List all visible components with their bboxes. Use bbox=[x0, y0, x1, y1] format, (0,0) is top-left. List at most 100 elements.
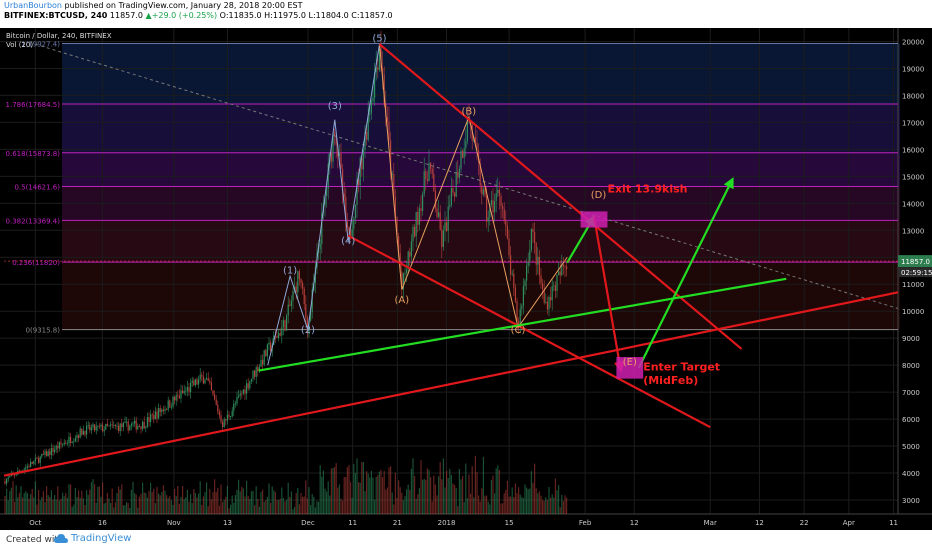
volume-bar bbox=[497, 465, 499, 514]
candle-body bbox=[306, 317, 308, 334]
footer: Created with TradingView bbox=[0, 530, 932, 550]
y-tick-label: 10000 bbox=[902, 308, 924, 316]
candle-body bbox=[70, 436, 72, 443]
volume-bar bbox=[210, 499, 212, 514]
author-link[interactable]: UrbanBourbon bbox=[4, 1, 62, 10]
candle-body bbox=[114, 425, 116, 426]
x-tick-label: 21 bbox=[393, 519, 402, 527]
candle-body bbox=[354, 204, 356, 219]
candle-body bbox=[182, 390, 184, 394]
volume-bar bbox=[422, 479, 424, 514]
volume-bar bbox=[380, 470, 382, 514]
countdown-bg bbox=[898, 267, 932, 278]
volume-bar bbox=[372, 477, 374, 514]
volume-bar bbox=[409, 489, 411, 514]
candle-body bbox=[74, 438, 76, 442]
volume-bar bbox=[311, 494, 313, 514]
volume-bar bbox=[526, 487, 528, 514]
volume-bar bbox=[199, 481, 201, 514]
volume-bar bbox=[426, 468, 428, 514]
volume-bar bbox=[246, 480, 248, 514]
volume-bar bbox=[182, 485, 184, 514]
candle-body bbox=[436, 208, 438, 217]
candle-body bbox=[239, 393, 241, 396]
long-support-line bbox=[3, 291, 899, 477]
volume-bar bbox=[98, 486, 100, 514]
candle-body bbox=[566, 266, 568, 270]
candle-body bbox=[231, 410, 233, 417]
volume-bar bbox=[300, 493, 302, 514]
candle-body bbox=[71, 441, 73, 443]
volume-bar bbox=[130, 489, 132, 514]
candle-body bbox=[185, 390, 187, 392]
volume-bar bbox=[14, 501, 16, 514]
volume-bar bbox=[186, 489, 188, 514]
candle-body bbox=[118, 425, 120, 432]
candle-body bbox=[438, 212, 440, 217]
wave-label: (5) bbox=[372, 33, 386, 44]
candle-body bbox=[212, 390, 214, 395]
volume-bar bbox=[546, 499, 548, 514]
candle-body bbox=[366, 131, 368, 140]
candle-body bbox=[414, 226, 416, 237]
chart-area[interactable]: 3000 4000 5000 6000 7000 8000 9000 10000 11000 12… bbox=[0, 28, 932, 530]
volume-bar bbox=[415, 498, 417, 514]
candle-body bbox=[394, 196, 396, 218]
volume-bar bbox=[49, 496, 51, 514]
volume-bar bbox=[433, 475, 435, 514]
candle-body bbox=[404, 273, 406, 275]
candle-body bbox=[25, 467, 27, 470]
volume-bar bbox=[522, 498, 524, 514]
candle-body bbox=[375, 67, 377, 73]
volume-bar bbox=[494, 493, 496, 514]
candle-body bbox=[542, 283, 544, 290]
volume-bar bbox=[274, 492, 276, 514]
volume-bar bbox=[310, 505, 312, 514]
candle-body bbox=[372, 97, 374, 102]
candle-body bbox=[50, 447, 52, 455]
volume-bar bbox=[65, 492, 67, 514]
volume-bar bbox=[308, 487, 310, 514]
volume-bar bbox=[545, 497, 547, 514]
candle-body bbox=[265, 350, 267, 357]
candle-body bbox=[105, 423, 107, 430]
corrective-wave-path bbox=[378, 44, 568, 329]
candle-body bbox=[198, 379, 200, 385]
fib-label: 1.786(17684.5) bbox=[6, 101, 61, 109]
volume-bar bbox=[70, 484, 72, 514]
volume-bar bbox=[514, 483, 516, 514]
volume-bar bbox=[449, 468, 451, 514]
volume-bar bbox=[90, 482, 92, 514]
volume-bar bbox=[42, 491, 44, 514]
candle-body bbox=[119, 423, 121, 432]
candle-body bbox=[132, 423, 134, 425]
volume-bar bbox=[306, 498, 308, 514]
candle-body bbox=[489, 204, 491, 218]
candle-body bbox=[257, 367, 259, 372]
cloud-icon bbox=[54, 533, 68, 543]
candle-body bbox=[364, 131, 366, 151]
volume-bar bbox=[266, 496, 268, 514]
candle-body bbox=[412, 226, 414, 242]
candle-body bbox=[457, 171, 459, 178]
volume-bar bbox=[124, 504, 126, 514]
candle-body bbox=[548, 296, 550, 310]
candle-body bbox=[447, 206, 449, 231]
wave-label: (3) bbox=[328, 101, 342, 112]
candle-body bbox=[214, 394, 216, 400]
candle-body bbox=[191, 380, 193, 383]
volume-bar bbox=[126, 502, 128, 514]
price-chart-svg[interactable]: 3000 4000 5000 6000 7000 8000 9000 10000 11000 12… bbox=[0, 28, 932, 530]
candle-body bbox=[180, 390, 182, 399]
tradingview-brand: TradingView bbox=[71, 533, 132, 544]
volume-bar bbox=[265, 500, 267, 514]
candle-body bbox=[474, 137, 476, 143]
candle-body bbox=[194, 379, 196, 386]
volume-bar bbox=[332, 467, 334, 514]
tradingview-logo[interactable]: TradingView bbox=[54, 533, 131, 544]
volume-bar bbox=[140, 493, 142, 514]
volume-bar bbox=[476, 472, 478, 514]
candle-body bbox=[57, 445, 59, 449]
volume-bar bbox=[217, 487, 219, 514]
arrow-to-e bbox=[592, 216, 625, 373]
